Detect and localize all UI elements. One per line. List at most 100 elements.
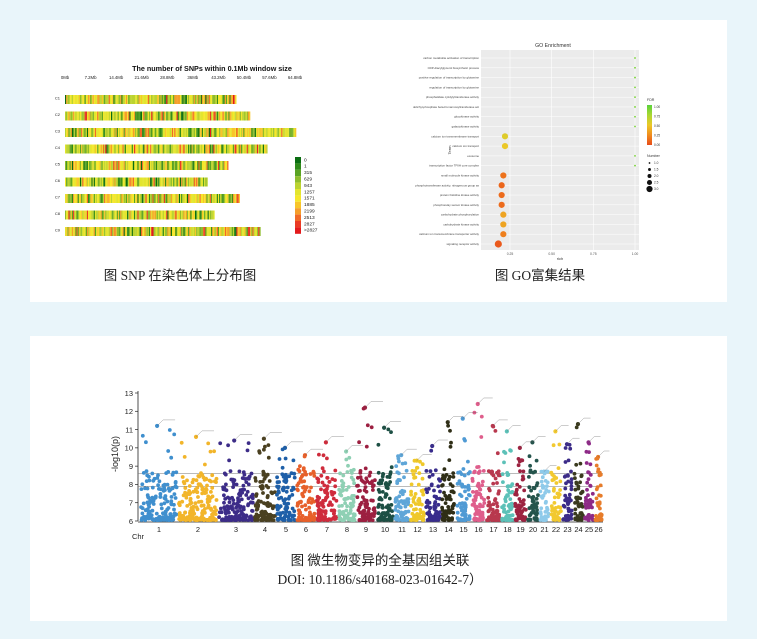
snp-density-cell	[169, 111, 171, 121]
manhattan-point	[447, 477, 451, 482]
snp-density-cell	[122, 111, 124, 121]
snp-density-cell	[155, 95, 158, 104]
snp-density-cell	[217, 95, 220, 104]
manhattan-point	[312, 511, 317, 516]
manhattan-point	[330, 490, 335, 495]
snp-density-cell	[183, 227, 185, 236]
manhattan-point	[546, 489, 551, 494]
snp-density-cell	[67, 128, 69, 137]
snp-density-cell	[111, 95, 113, 104]
manhattan-point	[341, 473, 346, 478]
manhattan-point	[401, 518, 405, 522]
snp-density-cell	[153, 111, 155, 121]
manhattan-point	[200, 509, 205, 513]
manhattan-point	[312, 471, 316, 475]
manhattan-point	[363, 485, 368, 489]
snp-density-cell	[116, 210, 119, 220]
snp-density-cell	[240, 227, 243, 236]
snp-density-cell	[238, 111, 240, 121]
snp-density-cell	[70, 111, 73, 121]
snp-density-cell	[178, 128, 181, 137]
snp-density-cell	[71, 161, 74, 170]
manhattan-chr-label: 7	[325, 525, 329, 534]
manhattan-point	[440, 505, 444, 510]
snp-density-cell	[105, 128, 107, 137]
snp-density-cell	[131, 128, 133, 137]
snp-density-cell	[108, 161, 110, 170]
snp-density-cell	[140, 210, 143, 220]
manhattan-chr-label: 2	[196, 525, 200, 534]
go-term-point	[501, 133, 509, 140]
snp-density-cell	[78, 111, 81, 121]
snp-density-cell	[189, 111, 191, 121]
go-term-point	[634, 86, 636, 89]
snp-density-cell	[68, 177, 70, 187]
snp-density-cell	[76, 227, 78, 236]
snp-density-cell	[150, 144, 152, 154]
snp-density-cell	[89, 194, 91, 203]
manhattan-point	[172, 492, 177, 496]
snp-density-cell	[217, 144, 220, 154]
manhattan-point	[471, 490, 475, 494]
snp-density-cell	[206, 144, 208, 154]
snp-density-cell	[199, 194, 201, 203]
snp-density-cell	[177, 194, 179, 203]
snp-density-cell	[159, 95, 161, 104]
go-term-label: galactokinase activity	[452, 125, 480, 129]
snp-density-cell	[200, 95, 202, 104]
manhattan-point	[205, 518, 210, 522]
snp-density-cell	[96, 210, 98, 220]
snp-density-cell	[211, 161, 213, 170]
manhattan-point	[597, 500, 602, 505]
manhattan-point	[342, 497, 347, 501]
snp-density-cell	[196, 144, 198, 154]
snp-density-cell	[186, 128, 189, 137]
snp-density-cell	[159, 128, 161, 137]
manhattan-point	[217, 515, 222, 519]
manhattan-point	[232, 515, 237, 519]
snp-density-cell	[120, 144, 122, 154]
manhattan-point	[532, 516, 537, 521]
snp-density-cell	[155, 128, 158, 137]
go-number-legend-label: 1.0	[654, 161, 659, 165]
snp-density-cell	[223, 144, 225, 154]
snp-density-cell	[166, 111, 168, 121]
snp-density-cell	[263, 144, 266, 154]
snp-density-cell	[130, 161, 132, 170]
manhattan-point	[365, 423, 370, 428]
snp-density-cell	[181, 177, 183, 187]
snp-density-cell	[138, 177, 140, 187]
snp-density-cell	[221, 227, 223, 236]
snp-density-cell	[121, 95, 123, 104]
snp-density-cell	[123, 128, 125, 137]
snp-density-cell	[158, 144, 160, 154]
manhattan-point	[443, 475, 447, 479]
snp-density-cell	[136, 177, 138, 187]
manhattan-point	[253, 479, 258, 483]
manhattan-point	[376, 488, 381, 492]
manhattan-point	[278, 512, 283, 517]
manhattan-point	[440, 483, 445, 487]
manhattan-point	[275, 516, 280, 521]
snp-density-cell	[249, 144, 251, 154]
manhattan-point	[404, 517, 408, 522]
snp-density-cell	[221, 194, 223, 203]
manhattan-point	[476, 470, 481, 475]
snp-density-cell	[71, 177, 74, 187]
snp-density-cell	[145, 177, 147, 187]
manhattan-point	[372, 506, 377, 510]
snp-density-cell	[209, 161, 212, 170]
manhattan-chr-label: 23	[563, 525, 571, 534]
manhattan-point	[358, 469, 363, 473]
manhattan-point	[389, 430, 393, 434]
manhattan-point	[476, 465, 481, 469]
manhattan-point	[249, 500, 253, 505]
snp-density-cell	[161, 177, 163, 187]
snp-density-cell	[130, 210, 132, 220]
snp-density-cell	[227, 194, 229, 203]
manhattan-point	[447, 458, 452, 462]
manhattan-point	[292, 475, 297, 480]
snp-density-cell	[169, 144, 171, 154]
snp-density-cell	[97, 177, 99, 187]
snp-density-cell	[131, 210, 133, 220]
